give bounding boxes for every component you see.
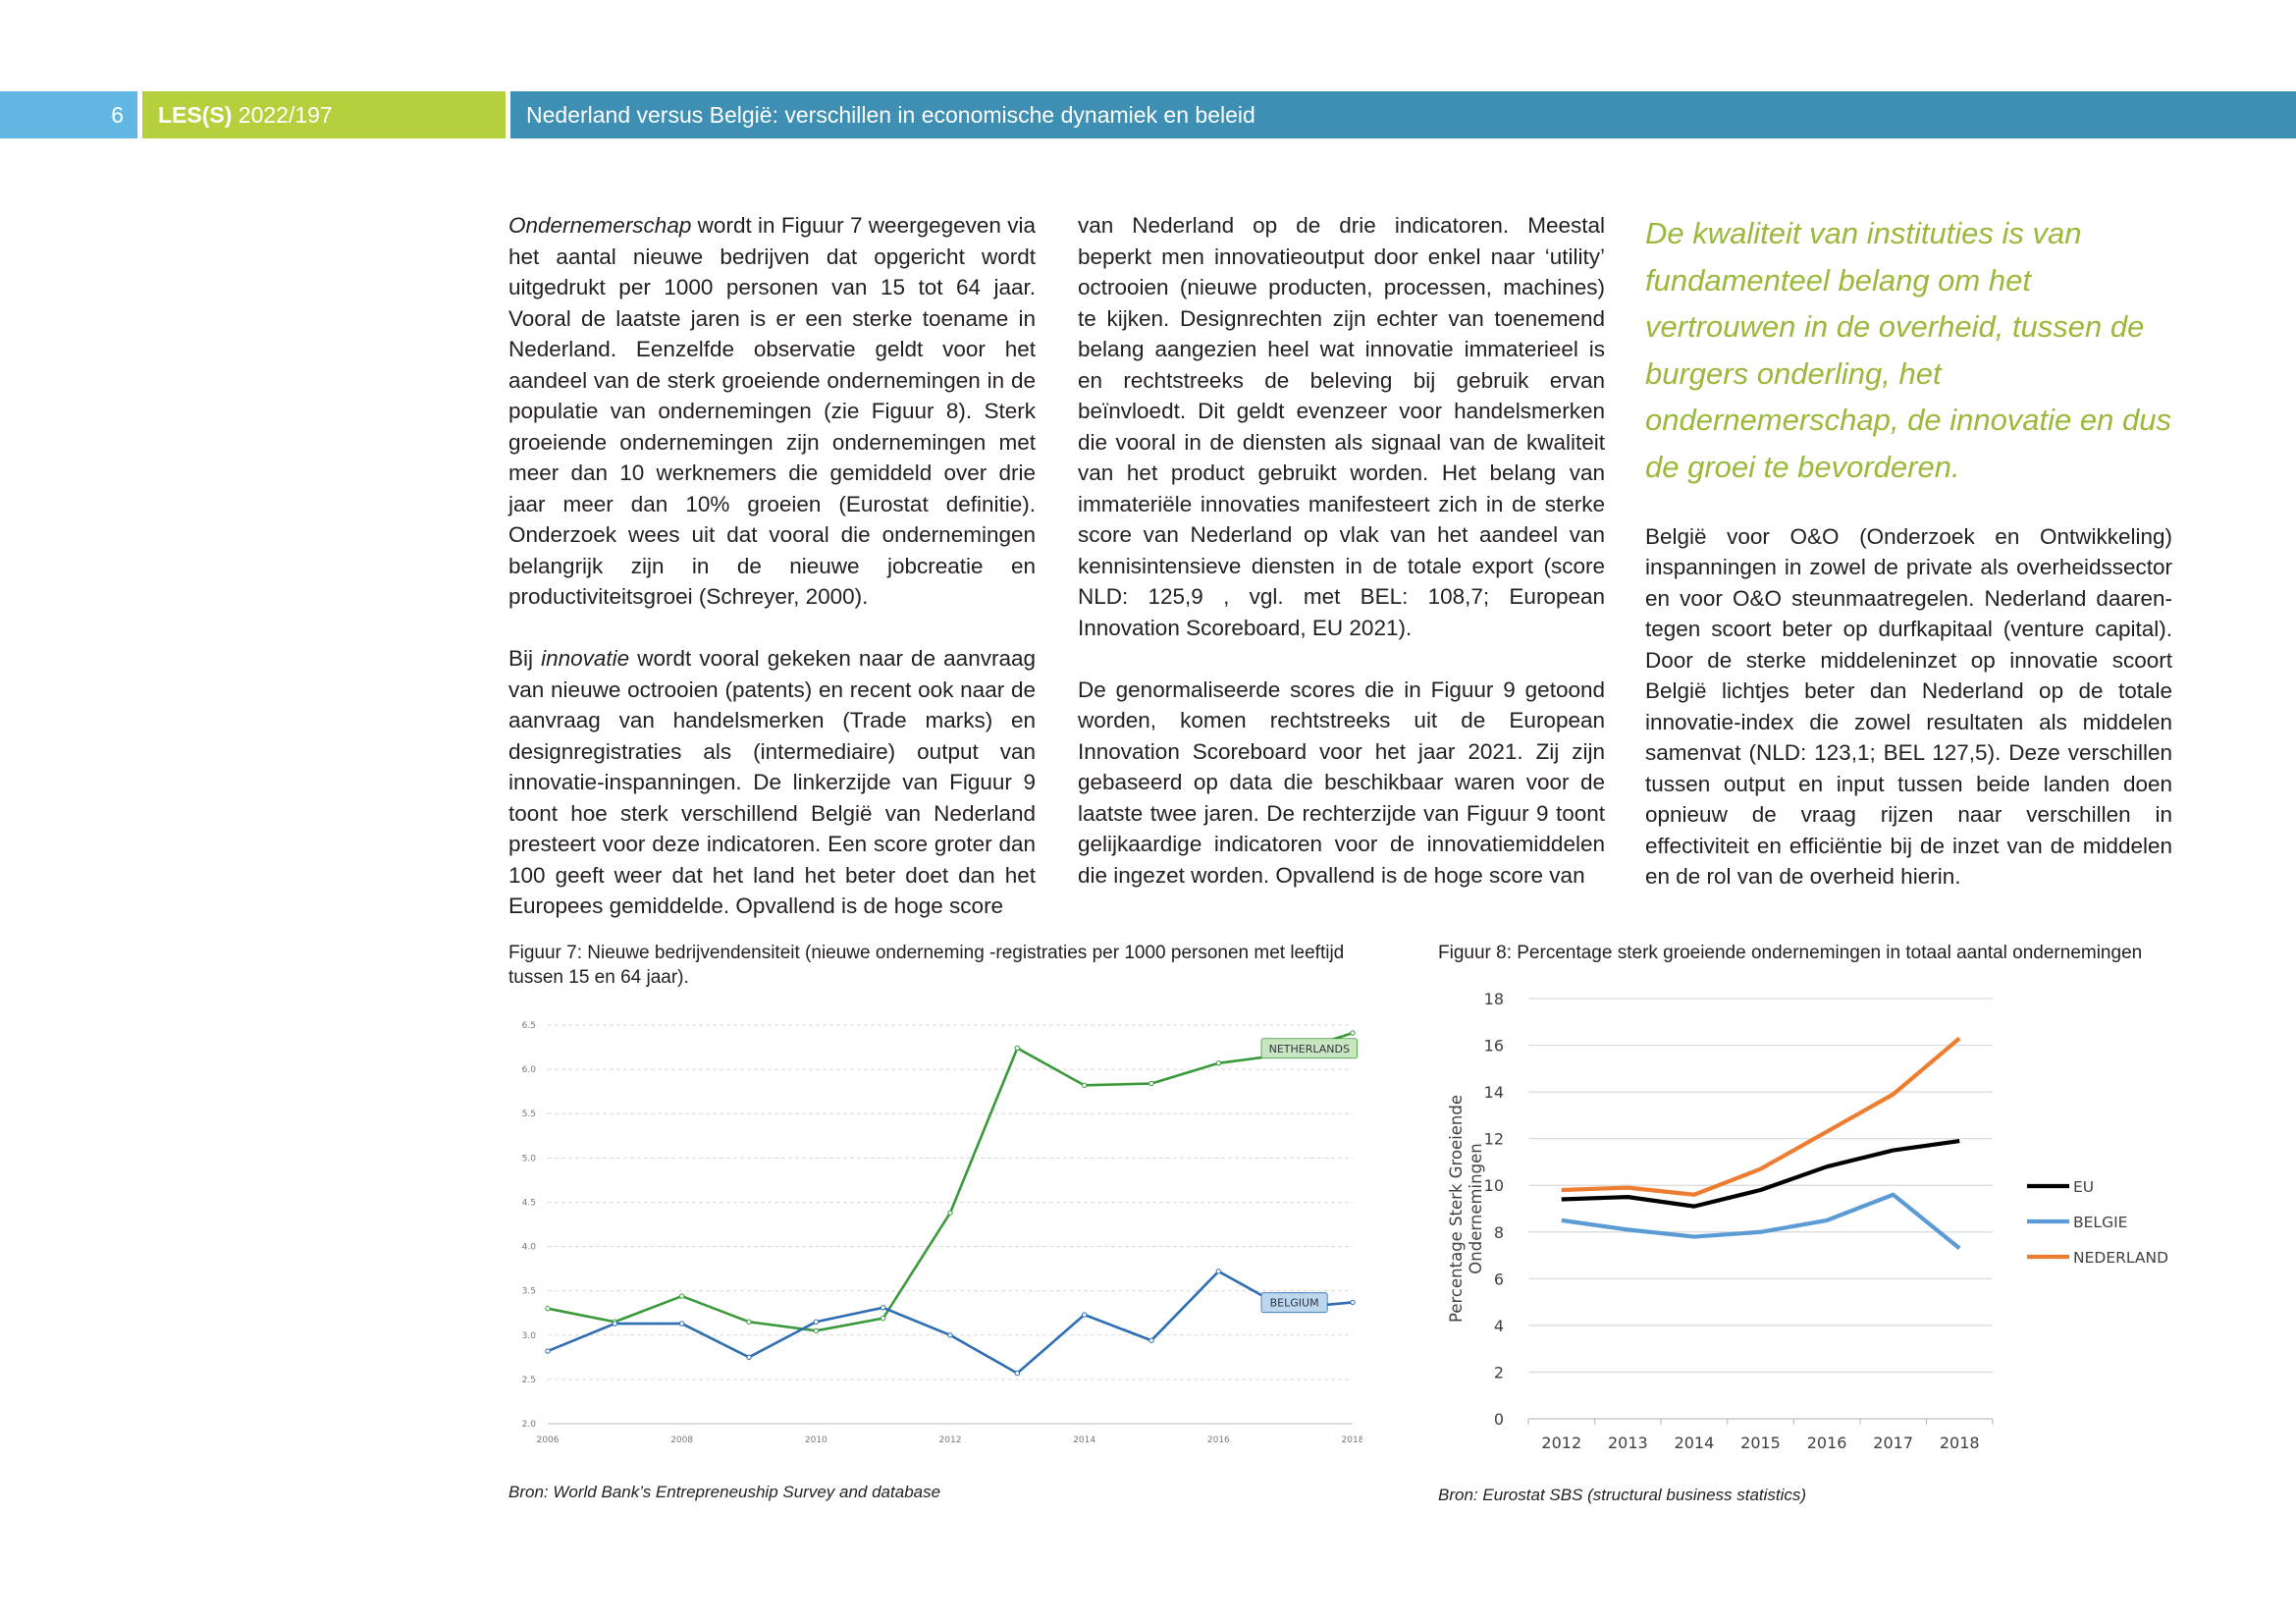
x-tick-label: 2008 — [670, 1435, 693, 1445]
y-tick-label: 3.5 — [522, 1287, 536, 1297]
legend-label-belgie: BELGIE — [2073, 1214, 2127, 1231]
y-tick-label: 6 — [1494, 1270, 1504, 1288]
y-tick-label: 10 — [1484, 1176, 1504, 1195]
data-point — [746, 1354, 752, 1361]
series-line-netherlands — [547, 1031, 1354, 1332]
x-tick-label: 2018 — [1342, 1435, 1362, 1445]
paragraph-text: De genormaliseerde scores die in Figuur … — [1078, 677, 1605, 888]
figure-8-source: Bron: Eurostat SBS (structural business … — [1438, 1486, 1807, 1504]
series-line-nederland — [1561, 1036, 1961, 1197]
x-tick-label: 2013 — [1608, 1434, 1648, 1452]
series-number: 2022/197 — [232, 102, 333, 128]
series-line-belgium — [547, 1270, 1354, 1376]
report-title: Nederland versus België: verschillen in … — [510, 91, 2296, 138]
y-axis-label-line2: Ondernemingen — [1467, 1143, 1485, 1273]
data-point — [947, 1332, 953, 1338]
y-tick-label: 5.5 — [522, 1110, 536, 1119]
data-point — [1014, 1045, 1021, 1052]
y-tick-label: 8 — [1494, 1223, 1504, 1242]
data-point — [678, 1293, 685, 1299]
x-tick-label: 2010 — [805, 1435, 828, 1445]
data-point — [1148, 1080, 1154, 1087]
figure-8-chart: 0 2 4 6 8 10 12 14 16 18 2012 2013 2014 2015 2016 2017 2… — [1447, 990, 2168, 1452]
figure-7-source: Bron: World Bank’s Entrepreneuship Surve… — [508, 1483, 941, 1501]
y-tick-label: 4.0 — [522, 1243, 537, 1253]
y-tick-label: 6.0 — [522, 1065, 537, 1075]
data-point — [545, 1306, 551, 1312]
y-tick-label: 2.0 — [522, 1420, 537, 1430]
y-tick-label: 3.0 — [522, 1331, 537, 1341]
figure-8-caption: Figuur 8: Percentage sterk groeiende ond… — [1438, 943, 2143, 963]
data-point — [1350, 1030, 1356, 1036]
figure-7-caption: Figuur 7: Nieuwe bedrijvendensiteit (nie… — [508, 943, 1345, 988]
series-line-belgie — [1561, 1192, 1961, 1251]
series-label-box — [1260, 1038, 1358, 1059]
data-point — [813, 1319, 820, 1325]
series-label-box — [1260, 1292, 1328, 1314]
series-line-eu — [1561, 1138, 1960, 1209]
x-tick-label: 2018 — [1940, 1434, 1980, 1452]
data-point — [880, 1305, 886, 1311]
y-axis-label-line1: Percentage Sterk Groeiende — [1447, 1095, 1466, 1323]
data-point — [947, 1210, 953, 1216]
paragraph-text: wordt vooral gekeken naar de aanvraag va… — [508, 646, 1036, 918]
series-label: NETHERLANDS — [1269, 1043, 1350, 1056]
y-axis-label: Percentage Sterk Groeiende Ondernemingen — [1447, 1095, 1485, 1323]
figure-7-chart: 2.0 2.5 3.0 3.5 4.0 4.5 5.0 5.5 6.0 6.5 2006 2008 20… — [522, 1021, 1362, 1445]
text-column-1: Ondernemerschap wordt in Figuur 7 weerge… — [508, 210, 1036, 952]
y-tick-label: 5.0 — [522, 1154, 537, 1164]
data-point — [813, 1327, 820, 1333]
y-tick-label: 4.5 — [522, 1198, 536, 1208]
x-tick-label: 2012 — [1541, 1434, 1581, 1452]
x-tick-label: 2016 — [1207, 1435, 1230, 1445]
data-point — [880, 1315, 886, 1322]
text-column-3: De kwaliteit van instituties is van fund… — [1645, 210, 2172, 923]
term-innovatie: innovatie — [541, 646, 630, 671]
x-tick-label: 2017 — [1873, 1434, 1913, 1452]
x-tick-label: 2016 — [1807, 1434, 1847, 1452]
data-point — [612, 1321, 618, 1326]
paragraph-innovatie: Bij innovatie wordt vooral gekeken naar … — [508, 643, 1036, 922]
data-point — [1081, 1312, 1088, 1318]
data-point — [545, 1348, 551, 1354]
series-bold: LES(S) — [158, 102, 233, 128]
x-tick-label: 2006 — [537, 1435, 560, 1445]
data-point — [1014, 1370, 1021, 1377]
page-number: 6 — [0, 91, 137, 138]
data-point — [1215, 1269, 1222, 1274]
data-point — [1215, 1060, 1222, 1066]
paragraph-text: Bij — [508, 646, 542, 671]
x-tick-label: 2014 — [1073, 1435, 1095, 1445]
data-point — [678, 1321, 685, 1326]
legend-label-eu: EU — [2073, 1178, 2094, 1196]
x-tick-label: 2012 — [939, 1435, 962, 1445]
y-tick-label: 4 — [1494, 1317, 1504, 1335]
x-tick-label: 2015 — [1740, 1434, 1781, 1452]
paragraph-ondernemerschap: Ondernemerschap wordt in Figuur 7 weerge… — [508, 210, 1036, 613]
series-label: LES(S) 2022/197 — [142, 91, 506, 138]
paragraph-text: wordt in Figuur 7 weergegeven via het aa… — [508, 213, 1036, 609]
page-header: 6 LES(S) 2022/197 Nederland versus Belgi… — [0, 91, 2296, 138]
data-point — [1081, 1082, 1088, 1089]
paragraph-text: België voor O&O (Onderzoek en Ontwikkeli… — [1645, 523, 2172, 890]
y-tick-label: 2.5 — [522, 1376, 536, 1385]
y-tick-label: 0 — [1494, 1410, 1504, 1429]
x-tick-label: 2014 — [1675, 1434, 1715, 1452]
y-tick-label: 6.5 — [522, 1021, 536, 1031]
y-tick-label: 2 — [1494, 1363, 1504, 1381]
data-point — [746, 1319, 752, 1325]
pull-quote: De kwaliteit van instituties is van fund… — [1645, 216, 2171, 484]
legend-label-nederland: NEDERLAND — [2073, 1249, 2168, 1267]
data-point — [1148, 1337, 1154, 1343]
y-tick-label: 14 — [1484, 1083, 1504, 1102]
y-tick-label: 18 — [1484, 990, 1504, 1008]
series-label: BELGIUM — [1270, 1297, 1319, 1310]
paragraph-text: van Nederland op de drie indicatoren. Me… — [1078, 213, 1605, 640]
y-tick-label: 16 — [1484, 1037, 1504, 1056]
term-ondernemerschap: Ondernemerschap — [508, 213, 692, 238]
y-tick-label: 12 — [1484, 1130, 1504, 1149]
data-point — [1350, 1299, 1356, 1306]
text-column-2: van Nederland op de drie indicatoren. Me… — [1078, 210, 1605, 922]
